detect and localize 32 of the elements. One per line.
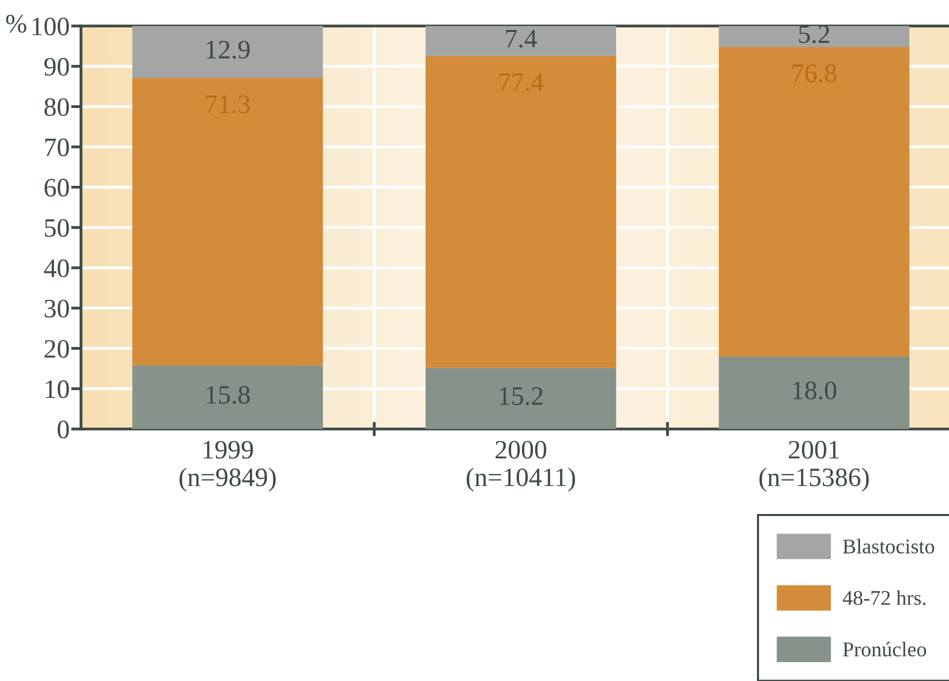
y-tick-label: 0 — [58, 420, 69, 438]
y-tick-label: 90 — [44, 58, 69, 76]
bar — [426, 56, 616, 368]
bar — [426, 368, 616, 429]
legend-label: 48-72 hrs. — [842, 590, 926, 606]
y-tick-label: 100 — [32, 18, 69, 36]
y-tick-label: 10 — [46, 380, 69, 398]
data-label: 18.0 — [793, 382, 836, 400]
bar — [132, 78, 323, 366]
x-tick-label: 1999 (n=9849) — [180, 440, 276, 492]
data-label: 12.9 — [206, 40, 250, 59]
bar — [718, 356, 910, 429]
bar — [132, 365, 323, 429]
bar — [426, 26, 616, 56]
y-tick-label: 20 — [44, 340, 69, 358]
y-axis-title: % — [6, 14, 26, 33]
legend-label: Pronúcleo — [842, 642, 926, 656]
bar — [718, 46, 910, 356]
y-tick-label: 70 — [45, 138, 69, 156]
y-tick-label: 40 — [44, 259, 69, 278]
legend-label: Blastocisto — [842, 538, 934, 554]
y-tick-label: 30 — [44, 300, 69, 318]
y-tick-label: 80 — [44, 98, 69, 116]
y-tick-label: 60 — [44, 178, 69, 197]
data-label: 7.4 — [506, 30, 537, 48]
y-tick-label: 50 — [45, 219, 69, 237]
bar — [132, 26, 323, 78]
data-label: 15.8 — [206, 386, 250, 404]
data-label: 15.2 — [500, 387, 542, 406]
x-tick-label: 2001 (n=15386) — [759, 440, 869, 492]
bar — [718, 26, 910, 47]
x-tick-label: 2000 (n=10411) — [466, 440, 576, 492]
